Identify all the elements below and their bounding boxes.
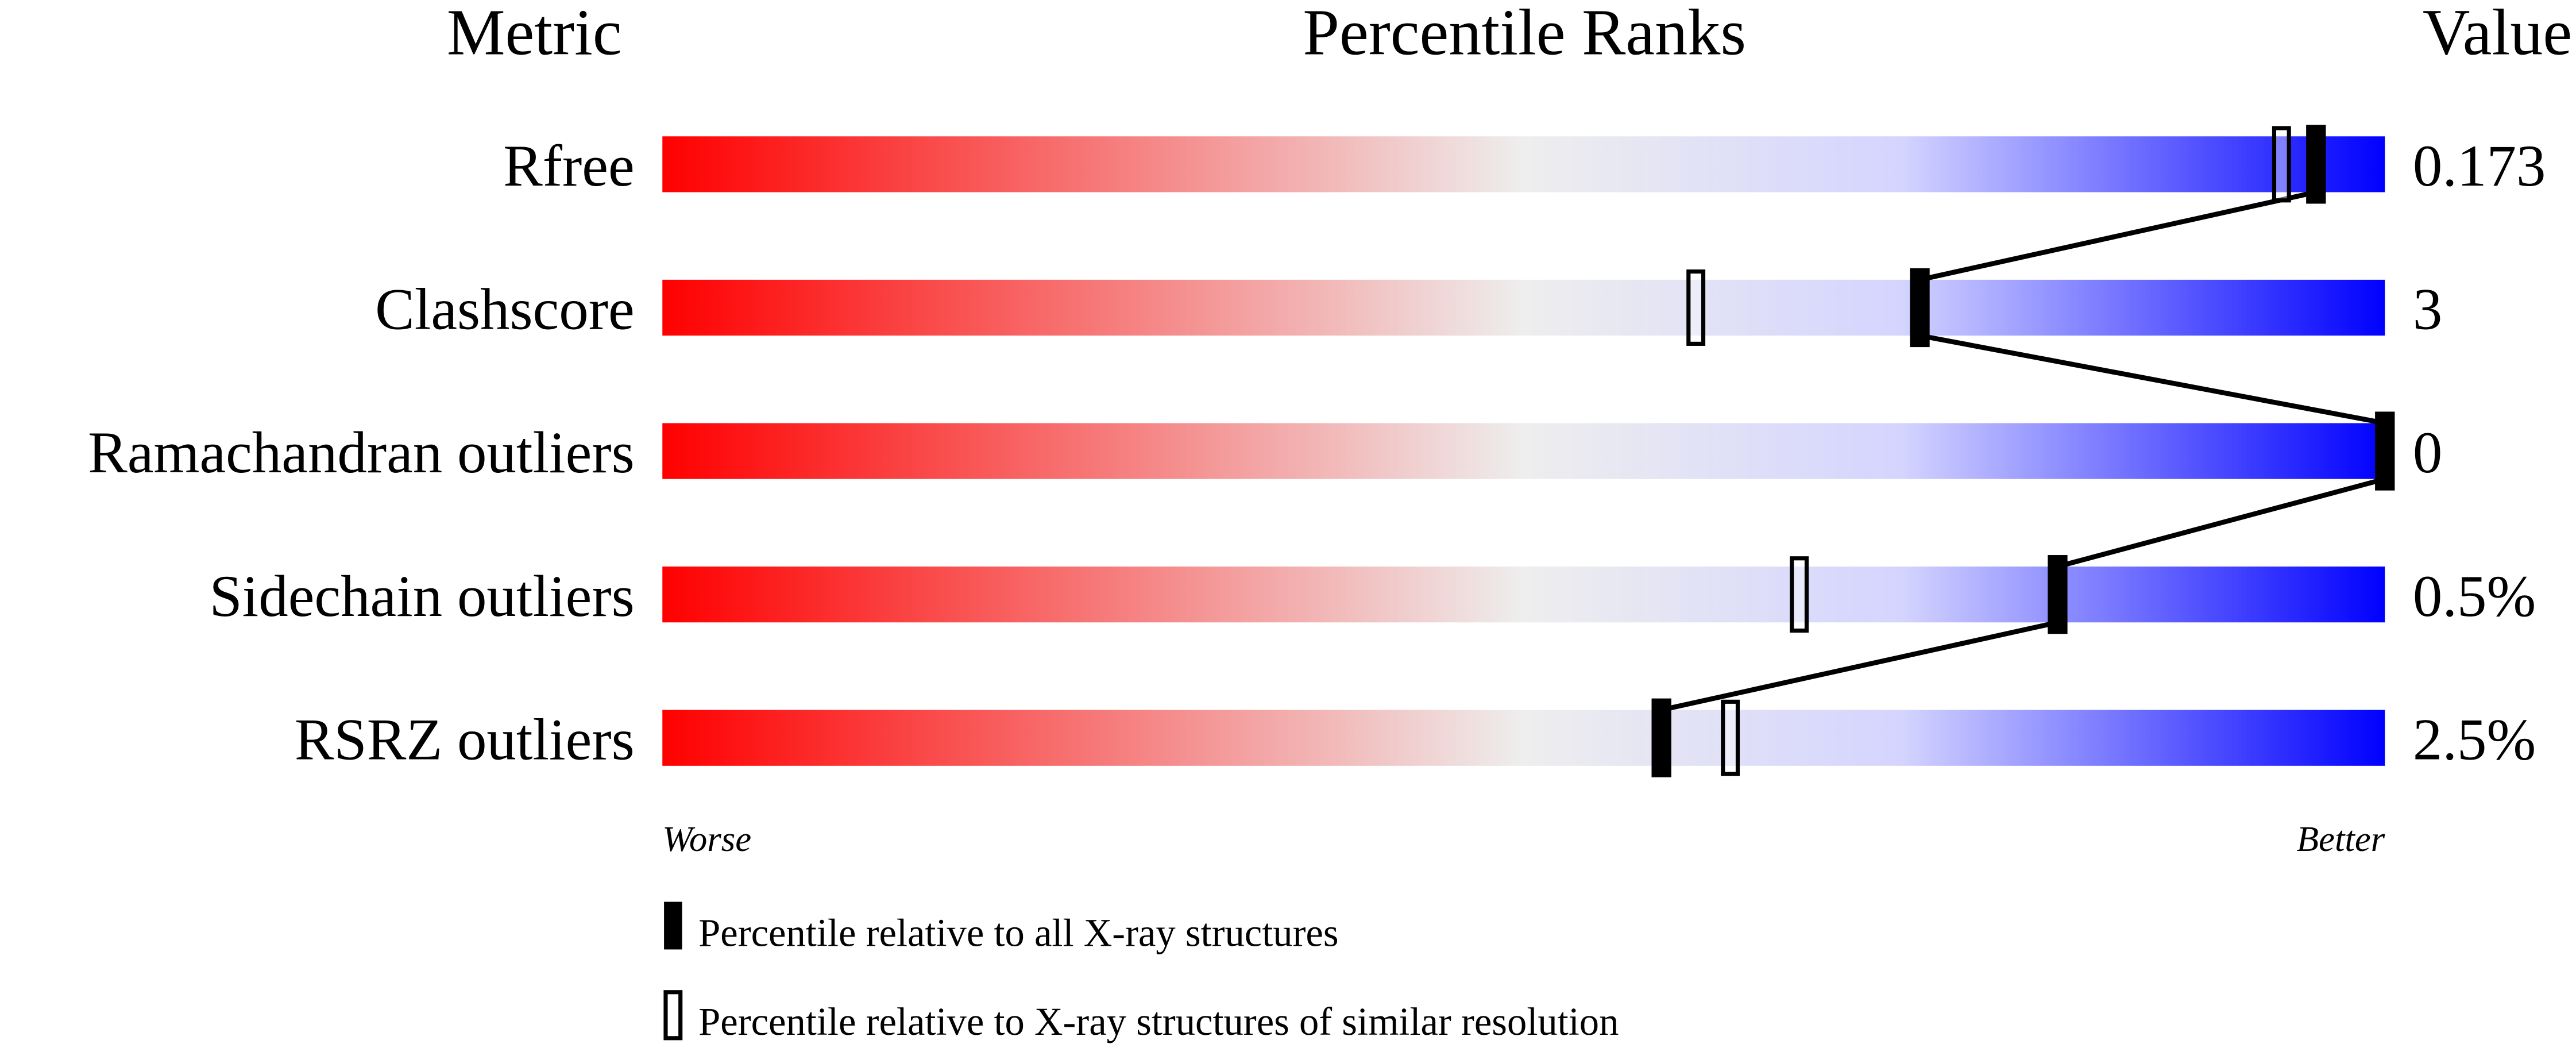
legend-open-marker: [663, 990, 683, 1041]
similar-resolution-marker: [2272, 126, 2291, 203]
legend-open-label: Percentile relative to X-ray structures …: [698, 1000, 1619, 1043]
all-structures-marker: [2375, 411, 2395, 491]
metric-value: 2.5%: [2413, 707, 2536, 772]
metric-value: 3: [2413, 277, 2442, 342]
all-structures-marker: [2306, 125, 2326, 204]
worse-label: Worse: [662, 819, 751, 859]
legend-filled-label: Percentile relative to all X-ray structu…: [698, 911, 1338, 955]
percentile-bar: [662, 710, 2385, 766]
similar-resolution-marker: [1721, 699, 1740, 776]
similar-resolution-marker: [1790, 556, 1809, 633]
connector-line: [1919, 190, 2317, 283]
header-value: Value: [2423, 0, 2572, 68]
connector-line: [1919, 333, 2386, 426]
metric-value: 0.173: [2413, 133, 2546, 199]
metric-label: Clashscore: [375, 277, 635, 342]
all-structures-marker: [1651, 698, 1671, 777]
percentile-bar: [662, 423, 2385, 479]
chart-title: Percentile Ranks: [1303, 0, 1746, 68]
percentile-bar: [662, 136, 2385, 192]
percentile-bar: [662, 567, 2385, 623]
metric-label: Ramachandran outliers: [88, 420, 635, 486]
metric-label: Rfree: [503, 133, 635, 199]
legend-filled-marker: [664, 901, 682, 950]
metric-value: 0: [2413, 420, 2442, 486]
metric-value: 0.5%: [2413, 564, 2536, 629]
all-structures-marker: [2048, 555, 2068, 634]
better-label: Better: [2297, 819, 2385, 859]
metric-label: RSRZ outliers: [295, 707, 635, 772]
connector-line: [2057, 476, 2386, 569]
metric-label: Sidechain outliers: [209, 564, 634, 629]
similar-resolution-marker: [1686, 269, 1706, 346]
header-metric: Metric: [447, 0, 622, 68]
connector-line: [1660, 620, 2059, 712]
all-structures-marker: [1910, 268, 1930, 348]
percentile-bar: [662, 279, 2385, 336]
